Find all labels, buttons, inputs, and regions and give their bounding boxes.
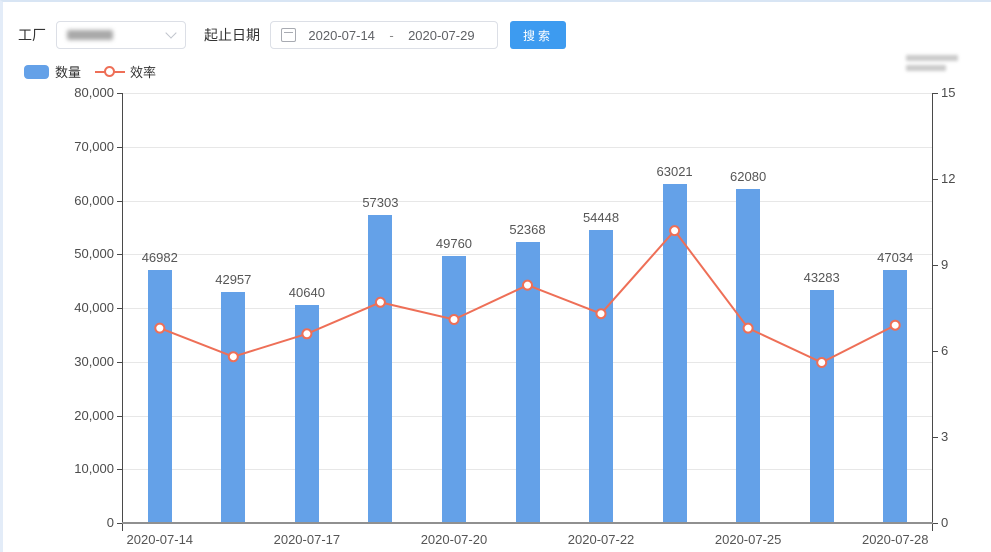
bar bbox=[147, 270, 172, 523]
legend-quantity-label: 数量 bbox=[55, 65, 82, 80]
right-axis-tick-label: 9 bbox=[941, 257, 949, 272]
left-axis-end-tick bbox=[122, 524, 123, 531]
left-axis-tick bbox=[117, 254, 122, 256]
right-axis-note-redacted bbox=[906, 55, 958, 75]
date-start-value[interactable]: 2020-07-14 bbox=[308, 27, 375, 43]
plot-area: 0 10,000 20,000 30,000 40,000 50,000 60,000 70,… bbox=[74, 85, 955, 547]
left-axis-tick bbox=[117, 361, 122, 363]
right-axis-tick-label: 6 bbox=[941, 343, 949, 358]
line-marker bbox=[522, 279, 533, 291]
bar bbox=[221, 292, 246, 523]
right-axis-tick bbox=[933, 179, 938, 180]
right-axis-tick-label: 12 bbox=[941, 171, 956, 186]
gridline bbox=[123, 200, 932, 202]
chevron-down-icon bbox=[165, 27, 177, 39]
bar-value-label: 52368 bbox=[509, 221, 546, 237]
left-axis-tick-label: 30,000 bbox=[74, 353, 114, 369]
bar bbox=[294, 304, 319, 523]
x-axis-label: 2020-07-28 bbox=[861, 532, 929, 547]
bar-value-label: 57303 bbox=[362, 194, 399, 210]
x-axis-label: 2020-07-17 bbox=[273, 532, 341, 547]
date-range-label: 起止日期 bbox=[204, 27, 260, 43]
left-axis-tick-label: 40,000 bbox=[74, 300, 114, 315]
bar-value-label: 46982 bbox=[141, 250, 178, 266]
calendar-icon bbox=[281, 28, 296, 42]
chart-legend: 数量 效率 bbox=[24, 62, 170, 81]
bar-value-label: 40640 bbox=[288, 284, 325, 300]
x-axis-line bbox=[122, 522, 933, 524]
factory-select-value-redacted bbox=[67, 30, 113, 40]
line-marker bbox=[154, 322, 166, 334]
filter-toolbar: 工厂 起止日期 2020-07-14 - 2020-07-29 搜索 bbox=[18, 21, 567, 49]
gridline bbox=[123, 93, 932, 94]
search-button[interactable]: 搜索 bbox=[510, 21, 567, 49]
x-axis-label: 2020-07-22 bbox=[567, 532, 635, 547]
bar-value-label: 54448 bbox=[582, 210, 620, 226]
left-axis-tick-label: 70,000 bbox=[74, 138, 114, 154]
bar-value-label: 49760 bbox=[435, 235, 473, 251]
redacted-text-line bbox=[906, 65, 946, 71]
factory-select[interactable] bbox=[56, 21, 186, 49]
right-axis-tick bbox=[933, 437, 938, 438]
right-axis-end-tick bbox=[932, 524, 933, 531]
bar-value-label: 47034 bbox=[877, 250, 914, 266]
line-marker bbox=[889, 319, 901, 331]
line-marker bbox=[595, 308, 607, 320]
line-marker bbox=[227, 351, 239, 363]
efficiency-line-chart bbox=[154, 225, 901, 368]
left-axis-tick-label: 0 bbox=[106, 515, 114, 530]
x-axis-label: 2020-07-25 bbox=[714, 532, 782, 547]
bar bbox=[589, 230, 614, 523]
bar bbox=[736, 189, 761, 523]
gridline bbox=[123, 146, 932, 148]
x-axis-label: 2020-07-20 bbox=[420, 532, 488, 547]
line-marker bbox=[374, 296, 386, 308]
factory-label: 工厂 bbox=[18, 27, 46, 43]
left-axis-tick-label: 10,000 bbox=[74, 461, 114, 477]
left-axis-tick bbox=[117, 146, 122, 148]
left-axis-tick-label: 50,000 bbox=[74, 246, 114, 262]
line-marker bbox=[301, 328, 313, 340]
left-axis-tick bbox=[117, 93, 122, 94]
line-marker bbox=[742, 322, 754, 334]
right-axis-tick bbox=[933, 523, 938, 524]
left-axis-tick-label: 20,000 bbox=[74, 407, 114, 423]
line-marker bbox=[816, 357, 828, 368]
bar bbox=[441, 255, 466, 523]
line-marker bbox=[448, 314, 460, 325]
x-axis-label: 2020-07-14 bbox=[126, 532, 194, 547]
legend-item-quantity[interactable]: 数量 bbox=[24, 62, 81, 81]
bar-value-label: 43283 bbox=[803, 270, 840, 286]
date-separator: - bbox=[389, 27, 394, 43]
date-end-value[interactable]: 2020-07-29 bbox=[408, 27, 475, 43]
right-axis-tick-label: 3 bbox=[941, 429, 949, 444]
left-axis-tick bbox=[117, 308, 122, 309]
left-axis-tick bbox=[117, 200, 122, 202]
right-axis-tick bbox=[933, 265, 938, 266]
redacted-text-line bbox=[906, 55, 958, 61]
legend-efficiency-label: 效率 bbox=[130, 65, 157, 80]
right-axis-tick bbox=[933, 93, 938, 94]
right-axis-tick bbox=[933, 351, 938, 352]
bar-value-label: 62080 bbox=[730, 169, 767, 185]
bar-series-swatch-icon bbox=[24, 64, 49, 79]
right-axis-tick-label: 0 bbox=[941, 515, 949, 530]
left-axis-tick-label: 60,000 bbox=[74, 192, 114, 208]
bar bbox=[809, 290, 834, 523]
line-series-swatch-icon bbox=[95, 65, 126, 78]
right-axis-tick-label: 15 bbox=[941, 85, 956, 100]
line-marker bbox=[669, 225, 681, 237]
left-axis-tick bbox=[117, 469, 122, 471]
left-axis-tick-label: 80,000 bbox=[74, 85, 114, 100]
bar-value-label: 42957 bbox=[215, 272, 252, 288]
bar-value-label: 63021 bbox=[656, 164, 693, 180]
left-axis-tick bbox=[117, 523, 122, 524]
legend-item-efficiency[interactable]: 效率 bbox=[95, 62, 156, 81]
bar bbox=[368, 215, 393, 523]
left-axis-tick bbox=[117, 415, 122, 417]
date-range-input[interactable]: 2020-07-14 - 2020-07-29 bbox=[270, 21, 498, 49]
bar bbox=[883, 270, 908, 523]
